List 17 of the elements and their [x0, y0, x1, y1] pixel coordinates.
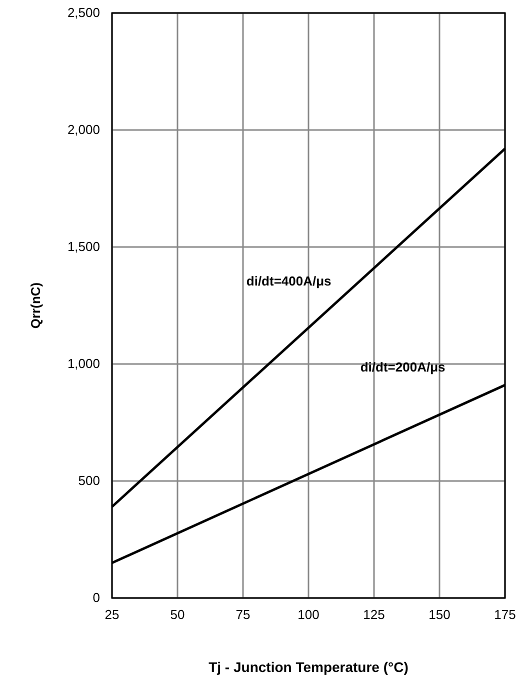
y-tick-label: 2,500: [67, 5, 100, 20]
x-tick-label: 75: [236, 607, 250, 622]
y-tick-label: 1,500: [67, 239, 100, 254]
text: di/dt=200A/μs: [360, 359, 446, 374]
x-tick-label: 125: [363, 607, 385, 622]
x-tick-label: 50: [170, 607, 185, 622]
y-axis-title: Qrr(nC): [28, 282, 43, 329]
x-tick-label: 25: [104, 607, 120, 622]
x-tick-label: 150: [428, 607, 450, 622]
x-axis-title: Tj - Junction Temperature (°C): [208, 659, 408, 675]
y-tick-label: 500: [78, 473, 100, 488]
y-tick-label: 2,000: [67, 122, 100, 138]
x-tick-label: 175: [494, 607, 516, 622]
y-tick-label: 0: [92, 590, 100, 606]
y-tick-label: 1,000: [67, 356, 100, 372]
x-tick-label: 100: [298, 607, 320, 622]
series-label: di/dt=400A/μs: [246, 274, 332, 289]
